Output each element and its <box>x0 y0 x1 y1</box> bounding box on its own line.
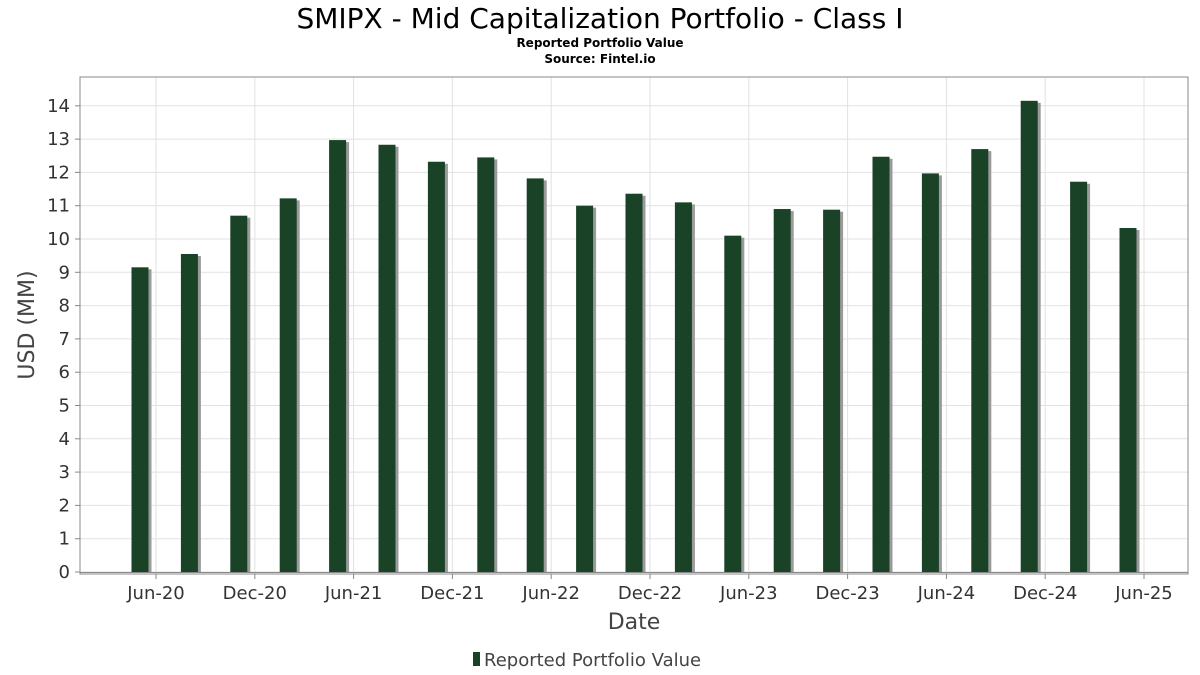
bar <box>378 144 396 573</box>
x-tick-label: Dec-23 <box>815 583 879 604</box>
legend-swatch <box>473 652 480 666</box>
x-tick-label: Jun-24 <box>917 583 976 604</box>
y-tick-label: 13 <box>47 129 70 150</box>
bar <box>625 193 643 572</box>
y-tick-label: 11 <box>47 196 70 217</box>
bar <box>131 267 149 572</box>
y-tick-label: 4 <box>59 429 70 450</box>
bar <box>180 253 198 573</box>
chart-subtitle: Reported Portfolio Value <box>516 36 684 50</box>
x-tick-label: Jun-22 <box>521 583 580 604</box>
y-tick-label: 2 <box>59 495 70 516</box>
x-tick-label: Jun-21 <box>324 583 383 604</box>
y-tick-label: 14 <box>47 96 70 117</box>
bar <box>674 202 692 572</box>
x-tick-label: Dec-22 <box>618 583 682 604</box>
x-axis-title: Date <box>608 610 661 635</box>
bar <box>872 156 890 572</box>
bar <box>773 209 791 572</box>
bar <box>329 140 347 572</box>
x-tick-label: Dec-21 <box>420 583 484 604</box>
y-tick-label: 5 <box>59 396 70 417</box>
y-tick-label: 3 <box>59 462 70 483</box>
y-tick-label: 7 <box>59 329 70 350</box>
x-tick-label: Dec-20 <box>223 583 287 604</box>
y-tick-label: 8 <box>59 296 70 317</box>
y-tick-label: 6 <box>59 362 70 383</box>
y-tick-label: 9 <box>59 262 70 283</box>
bar <box>427 161 445 572</box>
bar <box>724 235 742 573</box>
bar <box>279 198 297 572</box>
bar <box>921 173 939 573</box>
y-tick-label: 0 <box>59 562 70 583</box>
bar <box>526 178 544 573</box>
legend-label: Reported Portfolio Value <box>484 650 701 671</box>
bar <box>230 215 248 572</box>
plot-area-border <box>79 76 1189 575</box>
y-axis-title: USD (MM) <box>15 270 40 379</box>
bar <box>576 205 594 572</box>
bar <box>971 149 989 572</box>
y-tick-label: 10 <box>47 229 70 250</box>
bar <box>1070 181 1088 572</box>
x-tick-label: Jun-20 <box>126 583 185 604</box>
x-tick-label: Dec-24 <box>1013 583 1077 604</box>
chart-title: SMIPX - Mid Capitalization Portfolio - C… <box>296 2 904 35</box>
y-tick-label: 1 <box>59 529 70 550</box>
bars <box>80 100 1188 573</box>
x-tick-label: Jun-23 <box>719 583 778 604</box>
chart-source: Source: Fintel.io <box>544 52 656 66</box>
legend: Reported Portfolio Value <box>473 650 701 671</box>
bar <box>477 157 495 573</box>
bar <box>1119 228 1137 573</box>
x-axis-ticks: Jun-20 Dec-20 Jun-21 Dec-21 Jun-22 Dec-22 Jun-… <box>126 574 1173 604</box>
x-tick-label: Jun-25 <box>1114 583 1173 604</box>
bar <box>823 209 841 573</box>
bar <box>1020 100 1038 573</box>
y-tick-label: 12 <box>47 162 70 183</box>
